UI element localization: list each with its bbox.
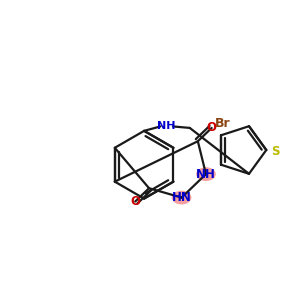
Text: NH: NH [157, 122, 176, 131]
Text: HN: HN [172, 191, 191, 204]
Ellipse shape [172, 191, 191, 204]
Text: Br: Br [215, 117, 230, 130]
Text: O: O [130, 195, 140, 208]
Text: O: O [207, 122, 217, 134]
Ellipse shape [197, 168, 215, 180]
Text: S: S [271, 145, 279, 158]
Text: NH: NH [196, 168, 216, 181]
